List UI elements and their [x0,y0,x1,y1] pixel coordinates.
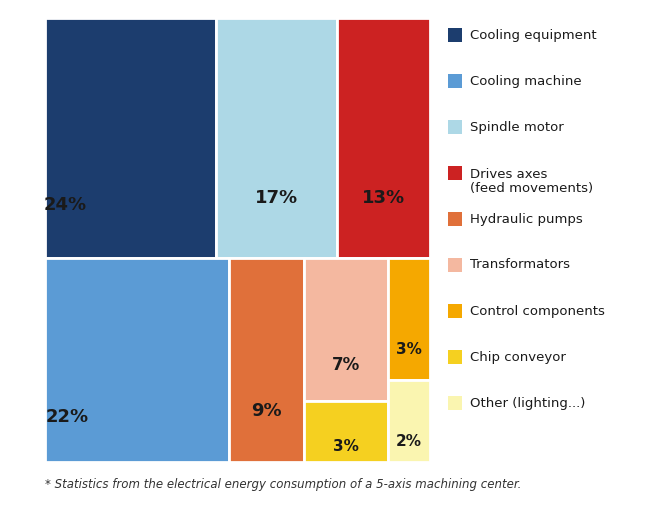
Text: 7%: 7% [332,356,360,374]
Text: 13%: 13% [362,189,405,207]
Text: Cooling equipment: Cooling equipment [470,28,597,42]
Bar [388,380,430,462]
Text: 2%: 2% [396,434,422,449]
Text: * Statistics from the electrical energy consumption of a 5-axis machining center: * Statistics from the electrical energy … [45,478,521,491]
Bar [448,166,462,180]
Text: 22%: 22% [45,408,88,426]
Bar [448,258,462,272]
Bar [448,396,462,410]
Text: Hydraulic pumps: Hydraulic pumps [470,213,583,226]
Bar [45,18,216,258]
Bar [448,350,462,364]
Bar [305,258,388,401]
Bar [448,28,462,42]
Text: Drives axes: Drives axes [470,168,547,181]
Text: Chip conveyor: Chip conveyor [470,351,566,364]
Bar [305,401,388,462]
Text: (feed movements): (feed movements) [470,182,593,195]
Bar [45,258,229,462]
Bar [229,258,305,462]
Text: 17%: 17% [255,189,299,207]
Bar [337,18,430,258]
Text: 9%: 9% [251,402,282,420]
Text: Cooling machine: Cooling machine [470,75,582,88]
Bar [388,258,430,380]
Text: Control components: Control components [470,304,605,318]
Text: 24%: 24% [44,196,87,214]
Text: 3%: 3% [396,342,422,357]
Text: Transformators: Transformators [470,259,570,271]
Bar [448,212,462,226]
Bar [448,120,462,134]
Bar [216,18,337,258]
Bar [448,304,462,318]
Text: 3%: 3% [333,439,359,454]
Text: Spindle motor: Spindle motor [470,121,564,133]
Bar [448,74,462,88]
Text: Other (lighting...): Other (lighting...) [470,397,585,409]
